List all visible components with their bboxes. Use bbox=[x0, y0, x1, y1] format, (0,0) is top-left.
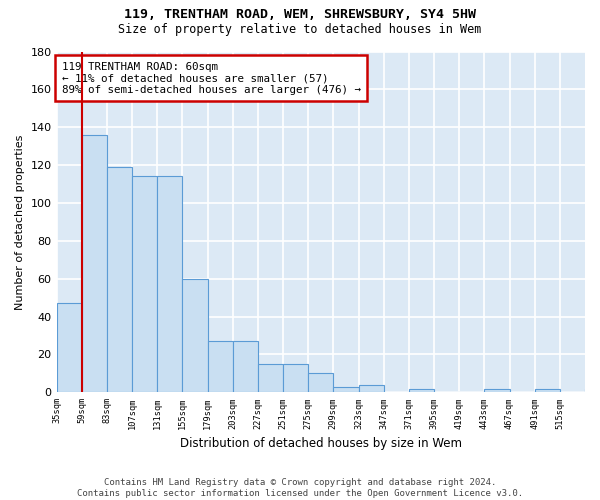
Bar bbox=[409, 388, 434, 392]
Bar bbox=[258, 364, 283, 392]
Bar bbox=[308, 374, 334, 392]
X-axis label: Distribution of detached houses by size in Wem: Distribution of detached houses by size … bbox=[180, 437, 462, 450]
Bar bbox=[208, 341, 233, 392]
Bar bbox=[334, 386, 359, 392]
Bar bbox=[182, 278, 208, 392]
Bar bbox=[233, 341, 258, 392]
Text: 119 TRENTHAM ROAD: 60sqm
← 11% of detached houses are smaller (57)
89% of semi-d: 119 TRENTHAM ROAD: 60sqm ← 11% of detach… bbox=[62, 62, 361, 95]
Bar bbox=[535, 388, 560, 392]
Bar bbox=[56, 304, 82, 392]
Text: Size of property relative to detached houses in Wem: Size of property relative to detached ho… bbox=[118, 22, 482, 36]
Bar bbox=[157, 176, 182, 392]
Bar bbox=[132, 176, 157, 392]
Bar bbox=[283, 364, 308, 392]
Bar bbox=[359, 384, 383, 392]
Y-axis label: Number of detached properties: Number of detached properties bbox=[15, 134, 25, 310]
Bar bbox=[484, 388, 509, 392]
Text: Contains HM Land Registry data © Crown copyright and database right 2024.
Contai: Contains HM Land Registry data © Crown c… bbox=[77, 478, 523, 498]
Bar bbox=[82, 135, 107, 392]
Text: 119, TRENTHAM ROAD, WEM, SHREWSBURY, SY4 5HW: 119, TRENTHAM ROAD, WEM, SHREWSBURY, SY4… bbox=[124, 8, 476, 20]
Bar bbox=[107, 167, 132, 392]
Bar bbox=[585, 388, 600, 392]
